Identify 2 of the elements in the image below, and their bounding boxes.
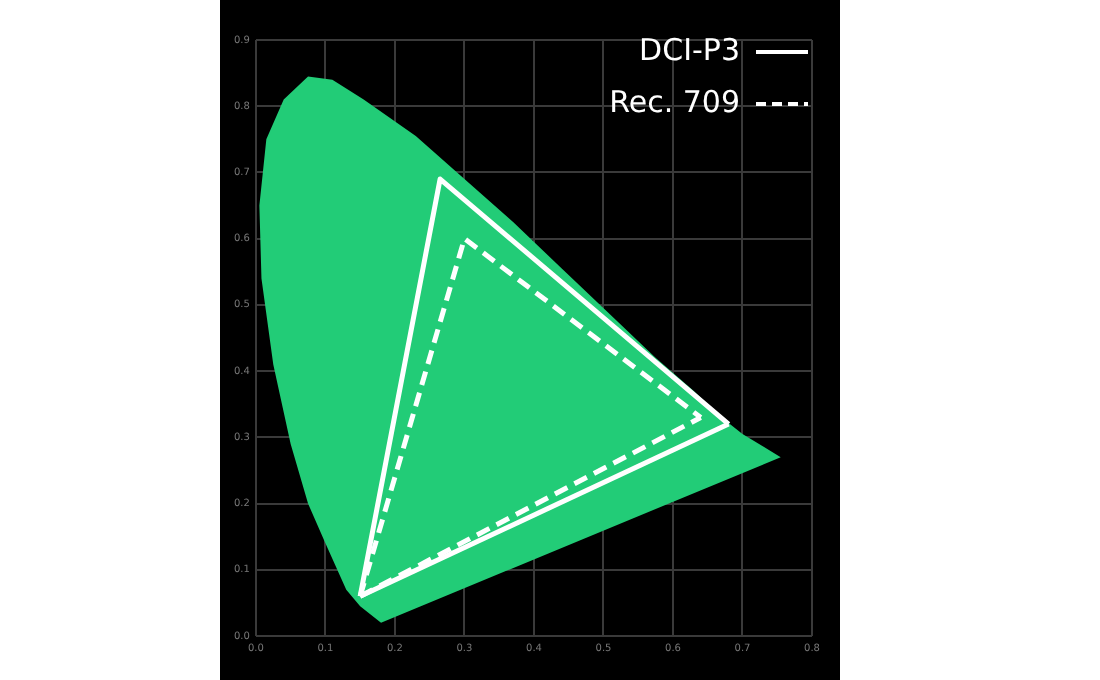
legend-label: Rec. 709 — [609, 83, 740, 120]
legend-label: DCI-P3 — [639, 31, 740, 68]
